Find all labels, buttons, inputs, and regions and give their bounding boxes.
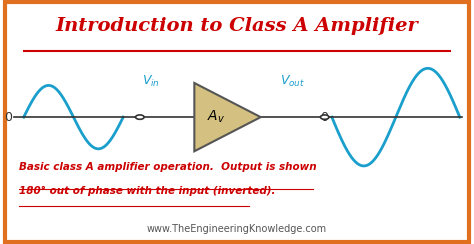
Text: $A_v$: $A_v$ [207, 109, 225, 125]
Text: 180° out of phase with the input (inverted).: 180° out of phase with the input (invert… [19, 185, 275, 195]
Text: www.TheEngineeringKnowledge.com: www.TheEngineeringKnowledge.com [147, 224, 327, 234]
Text: $V_{out}$: $V_{out}$ [280, 74, 306, 89]
Text: Introduction to Class A Amplifier: Introduction to Class A Amplifier [55, 17, 419, 35]
Text: $V_{in}$: $V_{in}$ [142, 74, 160, 89]
Circle shape [320, 115, 329, 119]
Text: 0: 0 [320, 111, 328, 124]
Circle shape [136, 115, 144, 119]
Polygon shape [194, 83, 261, 151]
Text: Basic class A amplifier operation.  Output is shown: Basic class A amplifier operation. Outpu… [19, 162, 317, 172]
Text: 0: 0 [4, 111, 12, 124]
